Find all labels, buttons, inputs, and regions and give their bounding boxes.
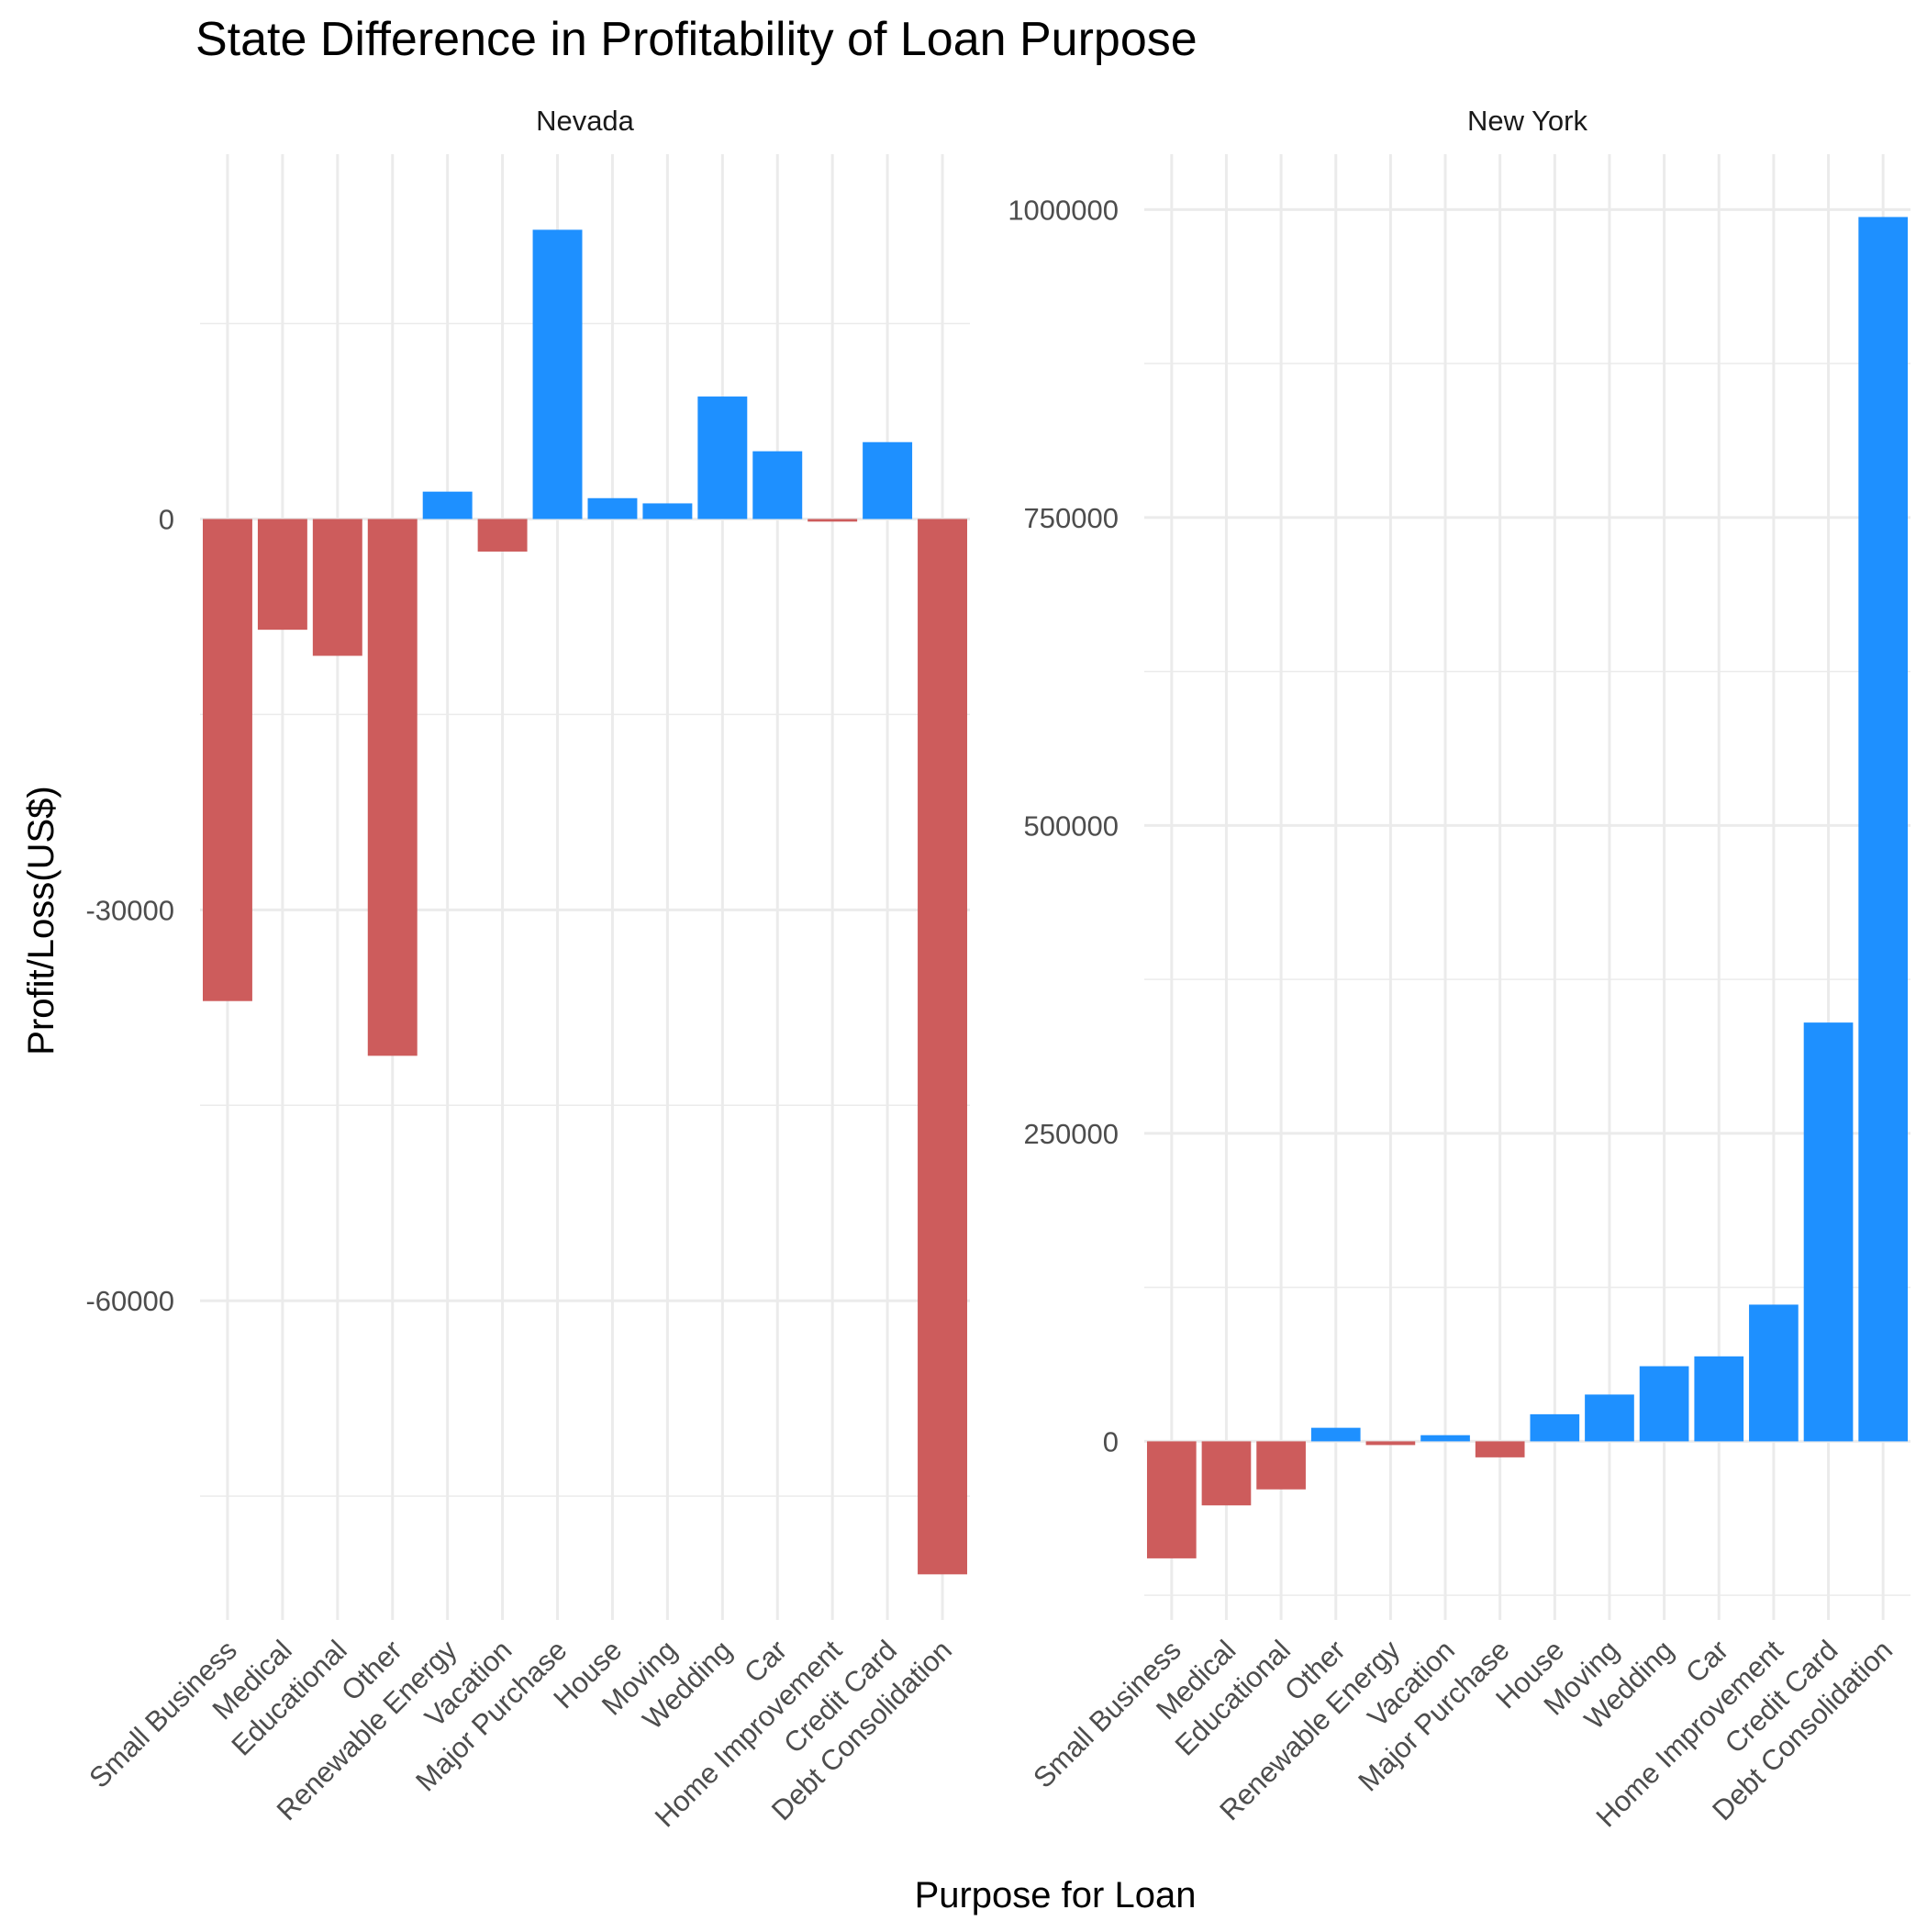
x-axis-label: Purpose for Loan: [915, 1875, 1197, 1915]
bar-medical: [257, 519, 307, 631]
y-tick-label: 500000: [1024, 810, 1119, 842]
bar-wedding: [697, 396, 748, 519]
bar-debt-consolidation: [1858, 217, 1909, 1442]
y-tick-label: -30000: [85, 894, 174, 926]
y-tick-label: 0: [1103, 1425, 1119, 1457]
bar-moving: [642, 503, 693, 519]
bar-credit-card: [863, 441, 913, 519]
bar-renewable-energy: [1365, 1441, 1416, 1446]
chart-title: State Difference in Profitability of Loa…: [195, 13, 1197, 66]
bar-wedding: [1639, 1366, 1689, 1442]
facet-label: Nevada: [536, 105, 635, 137]
y-axis-label: Profit/Loss(US$): [21, 786, 61, 1055]
bar-educational: [1256, 1441, 1306, 1490]
bar-house: [1530, 1413, 1580, 1442]
bar-car: [752, 451, 803, 519]
y-tick-label: 250000: [1024, 1118, 1119, 1150]
y-tick-label: 1000000: [1008, 194, 1119, 226]
bar-home-improvement: [1749, 1304, 1799, 1442]
bar-major-purchase: [532, 229, 583, 519]
bar-moving: [1585, 1394, 1634, 1442]
bar-vacation: [1420, 1435, 1470, 1442]
bar-car: [1694, 1356, 1744, 1442]
bar-medical: [1201, 1441, 1252, 1506]
bar-renewable-energy: [422, 491, 473, 519]
bar-major-purchase: [1475, 1441, 1525, 1457]
y-tick-label: 0: [159, 503, 174, 535]
bar-small-business: [1146, 1441, 1197, 1558]
bar-vacation: [477, 519, 528, 552]
bar-small-business: [202, 519, 252, 1001]
y-tick-label: 750000: [1024, 502, 1119, 534]
bar-other: [1310, 1427, 1361, 1442]
y-tick-label: -60000: [85, 1285, 174, 1317]
bar-educational: [312, 519, 362, 656]
facet-label: New York: [1467, 105, 1587, 137]
bar-debt-consolidation: [918, 519, 968, 1575]
bar-other: [367, 519, 418, 1056]
bar-house: [587, 497, 638, 519]
bar-home-improvement: [808, 519, 858, 522]
bar-credit-card: [1803, 1022, 1854, 1442]
